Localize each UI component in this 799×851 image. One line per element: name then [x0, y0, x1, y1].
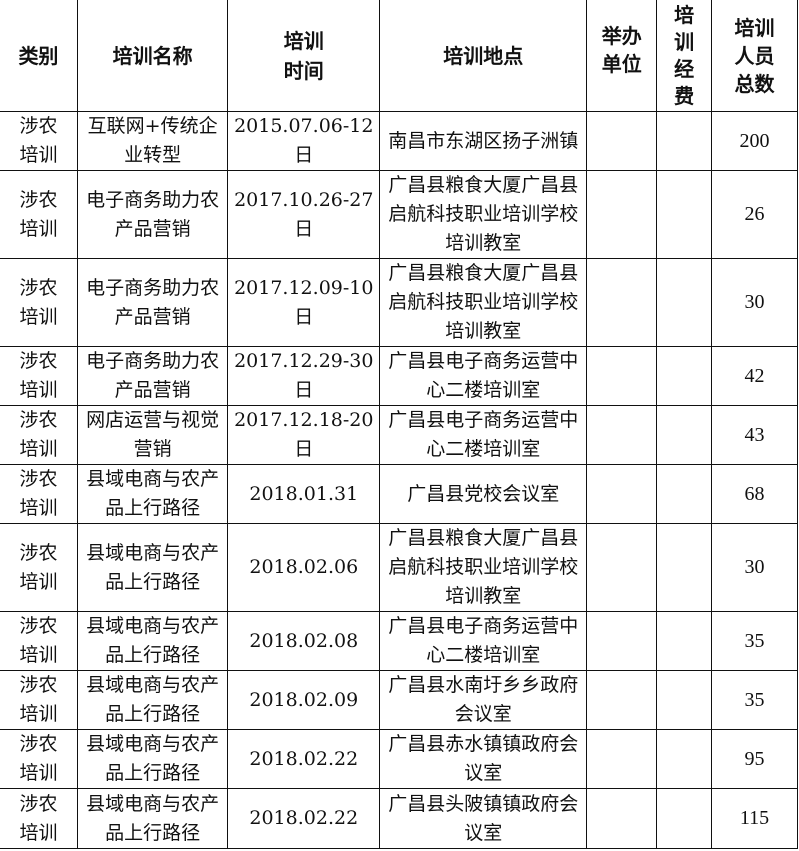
- count-cell: 26: [711, 170, 798, 259]
- table-row: 涉农培训 县域电商与农产品上行路径 2018.02.22 广昌县头陂镇镇政府会议室 11…: [0, 788, 798, 849]
- count-cell: 115: [711, 788, 798, 849]
- header-funding: 培训经费: [656, 0, 713, 112]
- count-cell: 30: [711, 523, 798, 612]
- funding-cell: [656, 523, 713, 612]
- count-cell: 43: [711, 405, 798, 465]
- header-count: 培训人员总数: [711, 0, 798, 112]
- name-cell: 电子商务助力农产品营销: [76, 258, 229, 347]
- name-cell: 县域电商与农产品上行路径: [76, 788, 229, 849]
- category-cell: 涉农培训: [0, 729, 78, 789]
- category-cell: 涉农培训: [0, 346, 78, 406]
- name-cell: 网店运营与视觉营销: [76, 405, 229, 465]
- table-row: 涉农培训 网店运营与视觉营销 2017.12.18-20日 广昌县电子商务运营中心二楼…: [0, 405, 798, 465]
- time-cell: 2015.07.06-12日: [227, 111, 381, 171]
- category-cell: 涉农培训: [0, 170, 78, 259]
- category-cell: 涉农培训: [0, 111, 78, 171]
- organizer-cell: [586, 670, 658, 730]
- organizer-cell: [586, 405, 658, 465]
- category-cell: 涉农培训: [0, 464, 78, 524]
- table-row: 涉农培训 电子商务助力农产品营销 2017.10.26-27日 广昌县粮食大厦广昌县启…: [0, 170, 798, 259]
- count-cell: 95: [711, 729, 798, 789]
- organizer-cell: [586, 788, 658, 849]
- organizer-cell: [586, 523, 658, 612]
- funding-cell: [656, 729, 713, 789]
- funding-cell: [656, 170, 713, 259]
- organizer-cell: [586, 729, 658, 789]
- name-cell: 电子商务助力农产品营销: [76, 170, 229, 259]
- name-cell: 电子商务助力农产品营销: [76, 346, 229, 406]
- category-cell: 涉农培训: [0, 258, 78, 347]
- count-cell: 35: [711, 670, 798, 730]
- location-cell: 广昌县电子商务运营中心二楼培训室: [379, 611, 588, 671]
- category-cell: 涉农培训: [0, 523, 78, 612]
- category-cell: 涉农培训: [0, 611, 78, 671]
- funding-cell: [656, 788, 713, 849]
- location-cell: 广昌县党校会议室: [379, 464, 588, 524]
- funding-cell: [656, 346, 713, 406]
- location-cell: 广昌县电子商务运营中心二楼培训室: [379, 405, 588, 465]
- name-cell: 互联网+传统企业转型: [76, 111, 229, 171]
- location-cell: 广昌县水南圩乡乡政府会议室: [379, 670, 588, 730]
- table-row: 涉农培训 互联网+传统企业转型 2015.07.06-12日 南昌市东湖区扬子洲镇 20…: [0, 111, 798, 171]
- table-row: 涉农培训 电子商务助力农产品营销 2017.12.09-10日 广昌县粮食大厦广昌县启…: [0, 258, 798, 347]
- time-cell: 2018.02.06: [227, 523, 381, 612]
- organizer-cell: [586, 611, 658, 671]
- organizer-cell: [586, 170, 658, 259]
- location-cell: 广昌县粮食大厦广昌县启航科技职业培训学校培训教室: [379, 170, 588, 259]
- location-cell: 广昌县粮食大厦广昌县启航科技职业培训学校培训教室: [379, 523, 588, 612]
- location-cell: 广昌县粮食大厦广昌县启航科技职业培训学校培训教室: [379, 258, 588, 347]
- header-category: 类别: [0, 0, 78, 112]
- count-cell: 42: [711, 346, 798, 406]
- table-row: 涉农培训 县域电商与农产品上行路径 2018.01.31 广昌县党校会议室 68: [0, 464, 798, 524]
- funding-cell: [656, 111, 713, 171]
- funding-cell: [656, 258, 713, 347]
- table-row: 涉农培训 县域电商与农产品上行路径 2018.02.09 广昌县水南圩乡乡政府会议室 3…: [0, 670, 798, 730]
- table-row: 涉农培训 县域电商与农产品上行路径 2018.02.06 广昌县粮食大厦广昌县启航科技…: [0, 523, 798, 612]
- name-cell: 县域电商与农产品上行路径: [76, 670, 229, 730]
- table-row: 涉农培训 县域电商与农产品上行路径 2018.02.22 广昌县赤水镇镇政府会议室 95: [0, 729, 798, 789]
- header-row: 类别 培训名称 培训时间 培训地点 举办单位 培训经费 培训人员总数: [0, 0, 798, 112]
- organizer-cell: [586, 464, 658, 524]
- organizer-cell: [586, 258, 658, 347]
- funding-cell: [656, 405, 713, 465]
- time-cell: 2018.02.22: [227, 729, 381, 789]
- header-name: 培训名称: [76, 0, 229, 112]
- time-cell: 2017.12.09-10日: [227, 258, 381, 347]
- location-cell: 广昌县电子商务运营中心二楼培训室: [379, 346, 588, 406]
- time-cell: 2017.12.29-30日: [227, 346, 381, 406]
- time-cell: 2018.02.08: [227, 611, 381, 671]
- funding-cell: [656, 464, 713, 524]
- table-row: 涉农培训 县域电商与农产品上行路径 2018.02.08 广昌县电子商务运营中心二楼培…: [0, 611, 798, 671]
- time-cell: 2018.01.31: [227, 464, 381, 524]
- name-cell: 县域电商与农产品上行路径: [76, 729, 229, 789]
- count-cell: 30: [711, 258, 798, 347]
- count-cell: 200: [711, 111, 798, 171]
- time-cell: 2018.02.09: [227, 670, 381, 730]
- funding-cell: [656, 670, 713, 730]
- name-cell: 县域电商与农产品上行路径: [76, 464, 229, 524]
- organizer-cell: [586, 111, 658, 171]
- category-cell: 涉农培训: [0, 788, 78, 849]
- name-cell: 县域电商与农产品上行路径: [76, 611, 229, 671]
- location-cell: 南昌市东湖区扬子洲镇: [379, 111, 588, 171]
- header-time: 培训时间: [227, 0, 381, 112]
- location-cell: 广昌县头陂镇镇政府会议室: [379, 788, 588, 849]
- time-cell: 2018.02.22: [227, 788, 381, 849]
- funding-cell: [656, 611, 713, 671]
- category-cell: 涉农培训: [0, 405, 78, 465]
- name-cell: 县域电商与农产品上行路径: [76, 523, 229, 612]
- organizer-cell: [586, 346, 658, 406]
- time-cell: 2017.12.18-20日: [227, 405, 381, 465]
- location-cell: 广昌县赤水镇镇政府会议室: [379, 729, 588, 789]
- category-cell: 涉农培训: [0, 670, 78, 730]
- time-cell: 2017.10.26-27日: [227, 170, 381, 259]
- table-row: 涉农培训 电子商务助力农产品营销 2017.12.29-30日 广昌县电子商务运营中心…: [0, 346, 798, 406]
- count-cell: 35: [711, 611, 798, 671]
- header-location: 培训地点: [379, 0, 588, 112]
- count-cell: 68: [711, 464, 798, 524]
- header-organizer: 举办单位: [586, 0, 658, 112]
